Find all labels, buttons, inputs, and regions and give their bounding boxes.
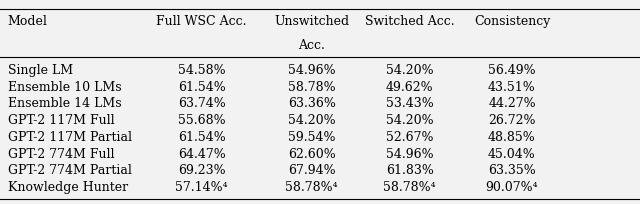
Text: Consistency: Consistency [474, 15, 550, 28]
Text: Model: Model [8, 15, 47, 28]
Text: 63.74%: 63.74% [178, 97, 225, 110]
Text: Switched Acc.: Switched Acc. [365, 15, 454, 28]
Text: Ensemble 14 LMs: Ensemble 14 LMs [8, 97, 122, 110]
Text: 49.62%: 49.62% [386, 81, 433, 94]
Text: 53.43%: 53.43% [386, 97, 433, 110]
Text: 26.72%: 26.72% [488, 114, 536, 127]
Text: 54.58%: 54.58% [178, 64, 225, 77]
Text: 54.96%: 54.96% [288, 64, 335, 77]
Text: 62.60%: 62.60% [288, 147, 335, 161]
Text: 57.14%⁴: 57.14%⁴ [175, 181, 228, 194]
Text: 44.27%: 44.27% [488, 97, 536, 110]
Text: 90.07%⁴: 90.07%⁴ [486, 181, 538, 194]
Text: GPT-2 774M Partial: GPT-2 774M Partial [8, 164, 132, 177]
Text: 64.47%: 64.47% [178, 147, 225, 161]
Text: 61.83%: 61.83% [386, 164, 433, 177]
Text: Acc.: Acc. [298, 39, 325, 52]
Text: 58.78%⁴: 58.78%⁴ [383, 181, 436, 194]
Text: 61.54%: 61.54% [178, 81, 225, 94]
Text: 67.94%: 67.94% [288, 164, 335, 177]
Text: 63.36%: 63.36% [288, 97, 335, 110]
Text: 58.78%: 58.78% [288, 81, 335, 94]
Text: 61.54%: 61.54% [178, 131, 225, 144]
Text: 69.23%: 69.23% [178, 164, 225, 177]
Text: 58.78%⁴: 58.78%⁴ [285, 181, 338, 194]
Text: Single LM: Single LM [8, 64, 73, 77]
Text: Knowledge Hunter: Knowledge Hunter [8, 181, 128, 194]
Text: Unswitched: Unswitched [274, 15, 349, 28]
Text: 54.20%: 54.20% [288, 114, 335, 127]
Text: 54.20%: 54.20% [386, 114, 433, 127]
Text: 56.49%: 56.49% [488, 64, 536, 77]
Text: Ensemble 10 LMs: Ensemble 10 LMs [8, 81, 122, 94]
Text: GPT-2 117M Partial: GPT-2 117M Partial [8, 131, 132, 144]
Text: 55.68%: 55.68% [178, 114, 225, 127]
Text: Full WSC Acc.: Full WSC Acc. [156, 15, 247, 28]
Text: GPT-2 117M Full: GPT-2 117M Full [8, 114, 115, 127]
Text: 48.85%: 48.85% [488, 131, 536, 144]
Text: 54.96%: 54.96% [386, 147, 433, 161]
Text: 54.20%: 54.20% [386, 64, 433, 77]
Text: 52.67%: 52.67% [386, 131, 433, 144]
Text: 63.35%: 63.35% [488, 164, 536, 177]
Text: 59.54%: 59.54% [288, 131, 335, 144]
Text: 45.04%: 45.04% [488, 147, 536, 161]
Text: GPT-2 774M Full: GPT-2 774M Full [8, 147, 114, 161]
Text: 43.51%: 43.51% [488, 81, 536, 94]
